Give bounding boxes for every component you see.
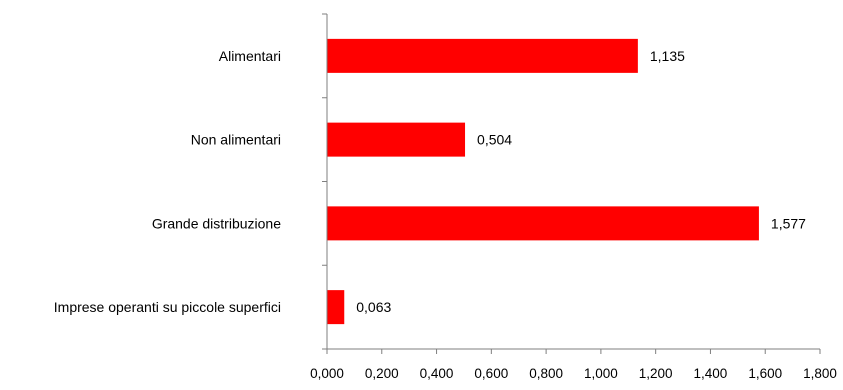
bar — [327, 206, 759, 241]
x-tick-label: 1,800 — [803, 366, 837, 381]
labels-layer: Alimentari 1,135 Non alimentari 0,504 Grande… — [54, 48, 837, 381]
x-tick-label: 1,400 — [694, 366, 728, 381]
axes — [322, 13, 821, 354]
x-tick-label: 0,200 — [365, 366, 399, 381]
x-tick-label: 1,200 — [639, 366, 673, 381]
x-tick-label: 0,400 — [420, 366, 454, 381]
category-label: Alimentari — [219, 48, 281, 64]
bar — [327, 290, 345, 325]
x-tick-label: 0,000 — [310, 366, 344, 381]
bar — [327, 122, 466, 157]
bars-layer — [327, 38, 759, 325]
x-tick-label: 1,600 — [748, 366, 782, 381]
category-label: Grande distribuzione — [152, 215, 281, 231]
data-label: 1,577 — [771, 215, 806, 231]
x-tick-label: 0,800 — [529, 366, 563, 381]
data-label: 0,504 — [477, 132, 512, 148]
data-label: 1,135 — [650, 48, 685, 64]
data-label: 0,063 — [356, 299, 391, 315]
category-label: Non alimentari — [191, 132, 281, 148]
x-tick-label: 1,000 — [584, 366, 618, 381]
category-label: Imprese operanti su piccole superfici — [54, 299, 281, 315]
x-tick-label: 0,600 — [474, 366, 508, 381]
bar — [327, 38, 638, 73]
